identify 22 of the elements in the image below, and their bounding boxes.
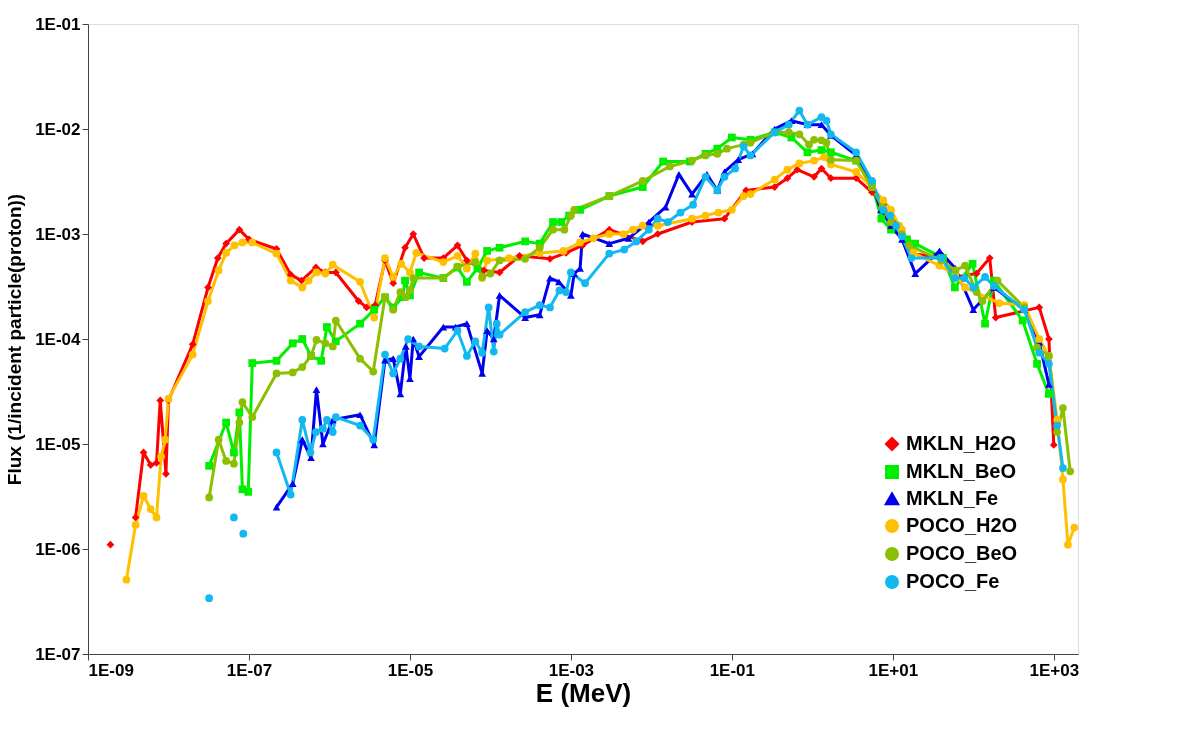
x-axis-title: E (MeV) [535,677,632,708]
y-tick-label: 1E-02 [35,119,81,139]
legend-label: POCO_H2O [906,514,1018,536]
y-tick-label: 1E-07 [35,644,81,664]
x-tick-label: 1E-09 [88,660,134,680]
x-tick-label: 1E-03 [548,660,595,680]
y-tick-label: 1E-01 [35,14,81,34]
x-tick-label: 1E+03 [1029,660,1080,680]
y-tick-label: 1E-03 [35,224,81,244]
legend-label: POCO_BeO [906,542,1018,564]
x-tick-label: 1E-07 [226,660,273,680]
y-tick-label: 1E-04 [35,329,82,349]
y-tick-label: 1E-05 [35,434,81,454]
legend-label: MKLN_H2O [906,432,1017,454]
x-tick-label: 1E-01 [709,660,756,680]
y-axis-title: Flux (1/incident particle(proton)) [4,193,26,486]
x-tick-label: 1E-05 [387,660,434,680]
legend-label: POCO_Fe [906,570,1000,592]
legend-label: MKLN_Fe [906,487,999,509]
legend-label: MKLN_BeO [906,460,1017,482]
y-tick-label: 1E-06 [35,539,81,559]
x-tick-label: 1E+01 [868,660,919,680]
